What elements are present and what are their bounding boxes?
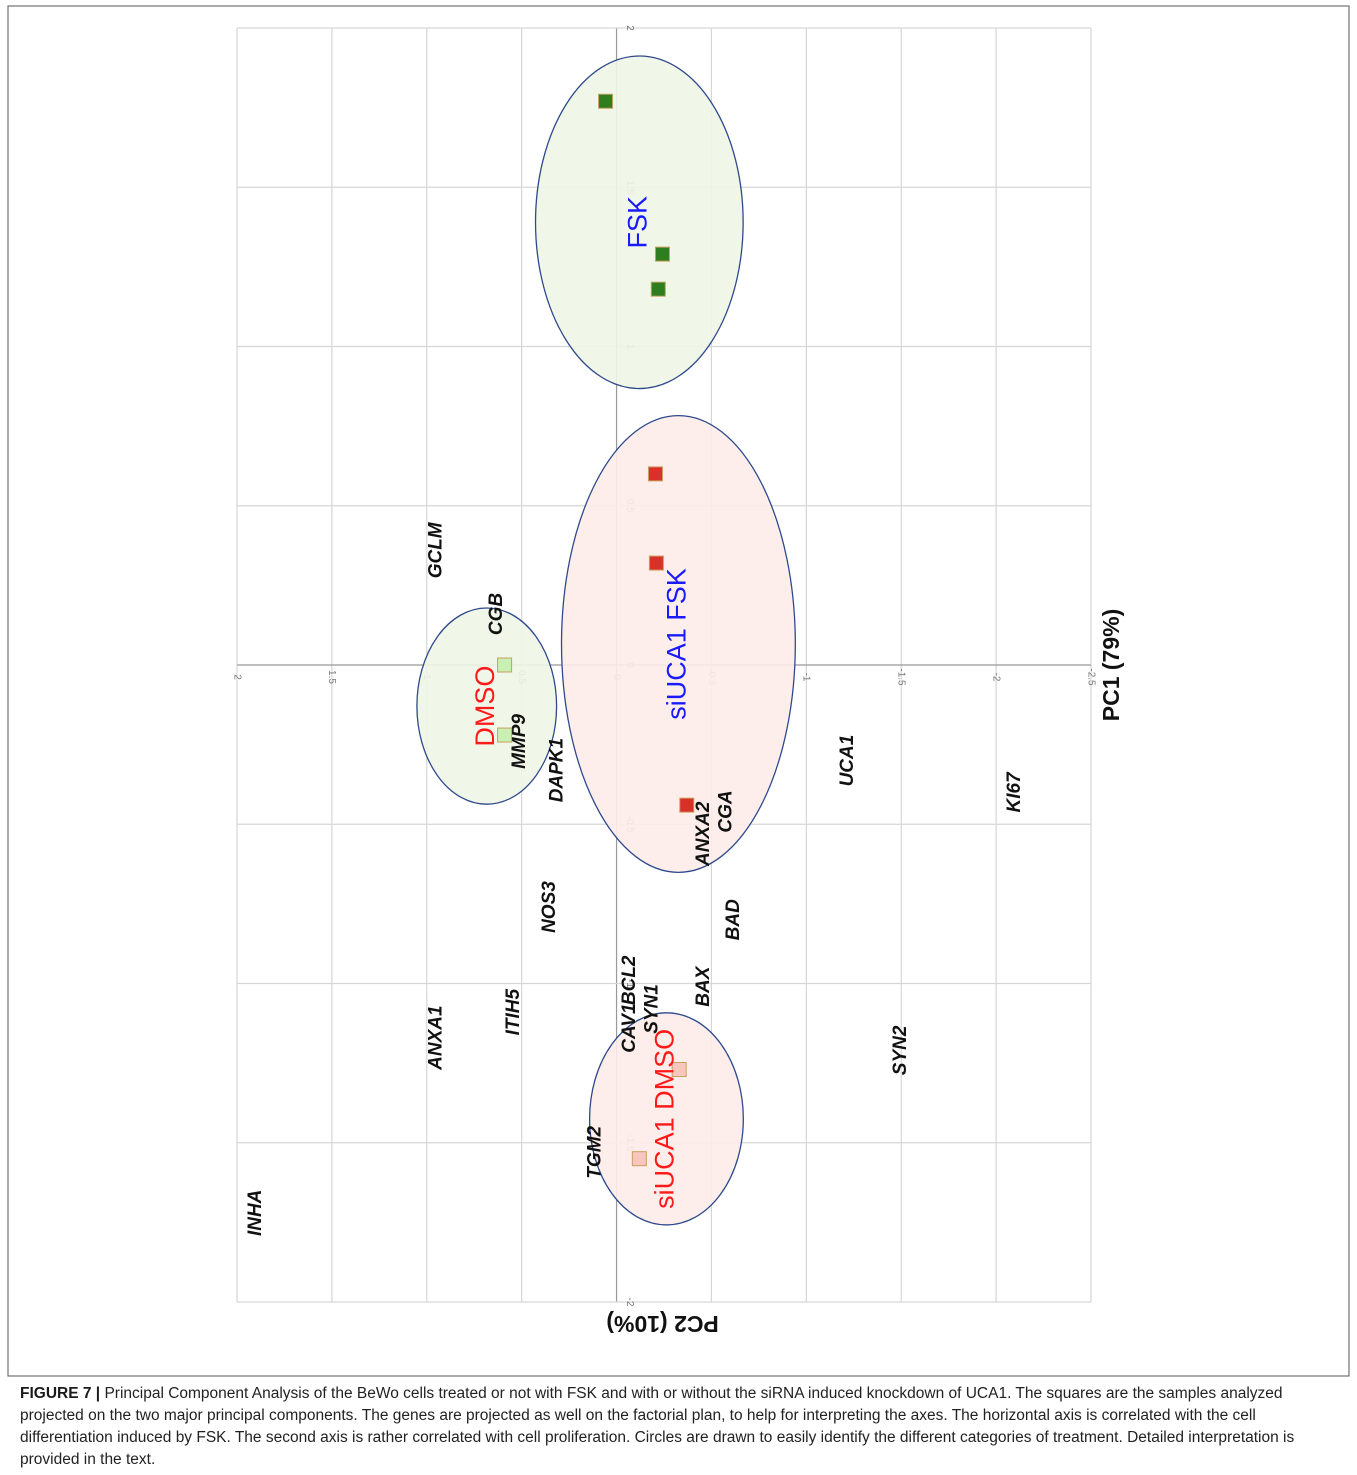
group-label: FSK	[622, 196, 652, 249]
gene-label: UCA1	[837, 735, 858, 787]
sample-square	[648, 555, 664, 571]
pc2-tick-label: -2	[990, 673, 1001, 682]
gene-label: ANXA1	[425, 1005, 446, 1070]
group-label: siUCA1 DMSO	[650, 1029, 680, 1209]
frame	[7, 5, 1350, 1377]
gene-label: BAX	[693, 965, 714, 1006]
gene-label: CAV1	[619, 1003, 640, 1052]
caption-text: Principal Component Analysis of the BeWo…	[20, 1385, 1295, 1468]
sample-square	[671, 1061, 687, 1077]
pc2-tick-label: -1	[801, 673, 812, 682]
gene-label: GCLM	[425, 521, 446, 578]
pc2-tick-label: -2.5	[1085, 668, 1096, 686]
gene-label: MMP9	[509, 714, 530, 769]
sample-square	[647, 466, 663, 482]
gene-label: CGA	[716, 790, 737, 832]
group-circle	[588, 1012, 744, 1226]
sample-square	[497, 727, 513, 743]
gene-label: INHA	[245, 1190, 266, 1236]
x-axis-label: PC1 (79%)	[1098, 609, 1124, 721]
group-circle	[534, 55, 744, 390]
gene-label: ANXA2	[693, 801, 714, 867]
pc2-tick-label: 1.5	[326, 670, 337, 684]
group-label: DMSO	[470, 666, 500, 747]
sample-square	[679, 797, 695, 813]
sample-square	[598, 93, 614, 109]
group-circle	[416, 607, 558, 805]
caption-label: FIGURE 7 |	[20, 1385, 101, 1402]
gene-label: CGB	[486, 593, 507, 636]
gene-label: NOS3	[539, 881, 560, 933]
pc2-tick-label: 2	[231, 674, 242, 680]
pc2-tick-label: -1.5	[896, 668, 907, 686]
pc1-tick-label: -1	[624, 979, 635, 988]
gene-label: SYN2	[890, 1025, 911, 1075]
gene-label: KI67	[1004, 771, 1025, 813]
pc1-tick-label: -2	[624, 1298, 635, 1307]
gene-label: ITIH5	[503, 989, 524, 1036]
caption: FIGURE 7 | Principal Component Analysis …	[20, 1383, 1338, 1471]
chart: -2.5-2-1.5-1-0.500.511.52-2-1.5-1-0.500.…	[7, 5, 1350, 1377]
gene-label: DAPK1	[547, 738, 568, 802]
sample-square	[497, 657, 513, 673]
gene-label: TGM2	[585, 1125, 606, 1178]
sample-square	[631, 1151, 647, 1167]
group-label: siUCA1 FSK	[662, 568, 692, 720]
gene-label: BCL2	[619, 955, 640, 1005]
gene-label: SYN1	[642, 984, 663, 1034]
y-axis-label: PC2 (10%)	[606, 1311, 718, 1337]
pc1-tick-label: 2	[624, 25, 635, 31]
sample-square	[654, 246, 670, 262]
sample-square	[650, 281, 666, 297]
group-circle	[560, 414, 796, 873]
gene-label: BAD	[723, 899, 744, 940]
